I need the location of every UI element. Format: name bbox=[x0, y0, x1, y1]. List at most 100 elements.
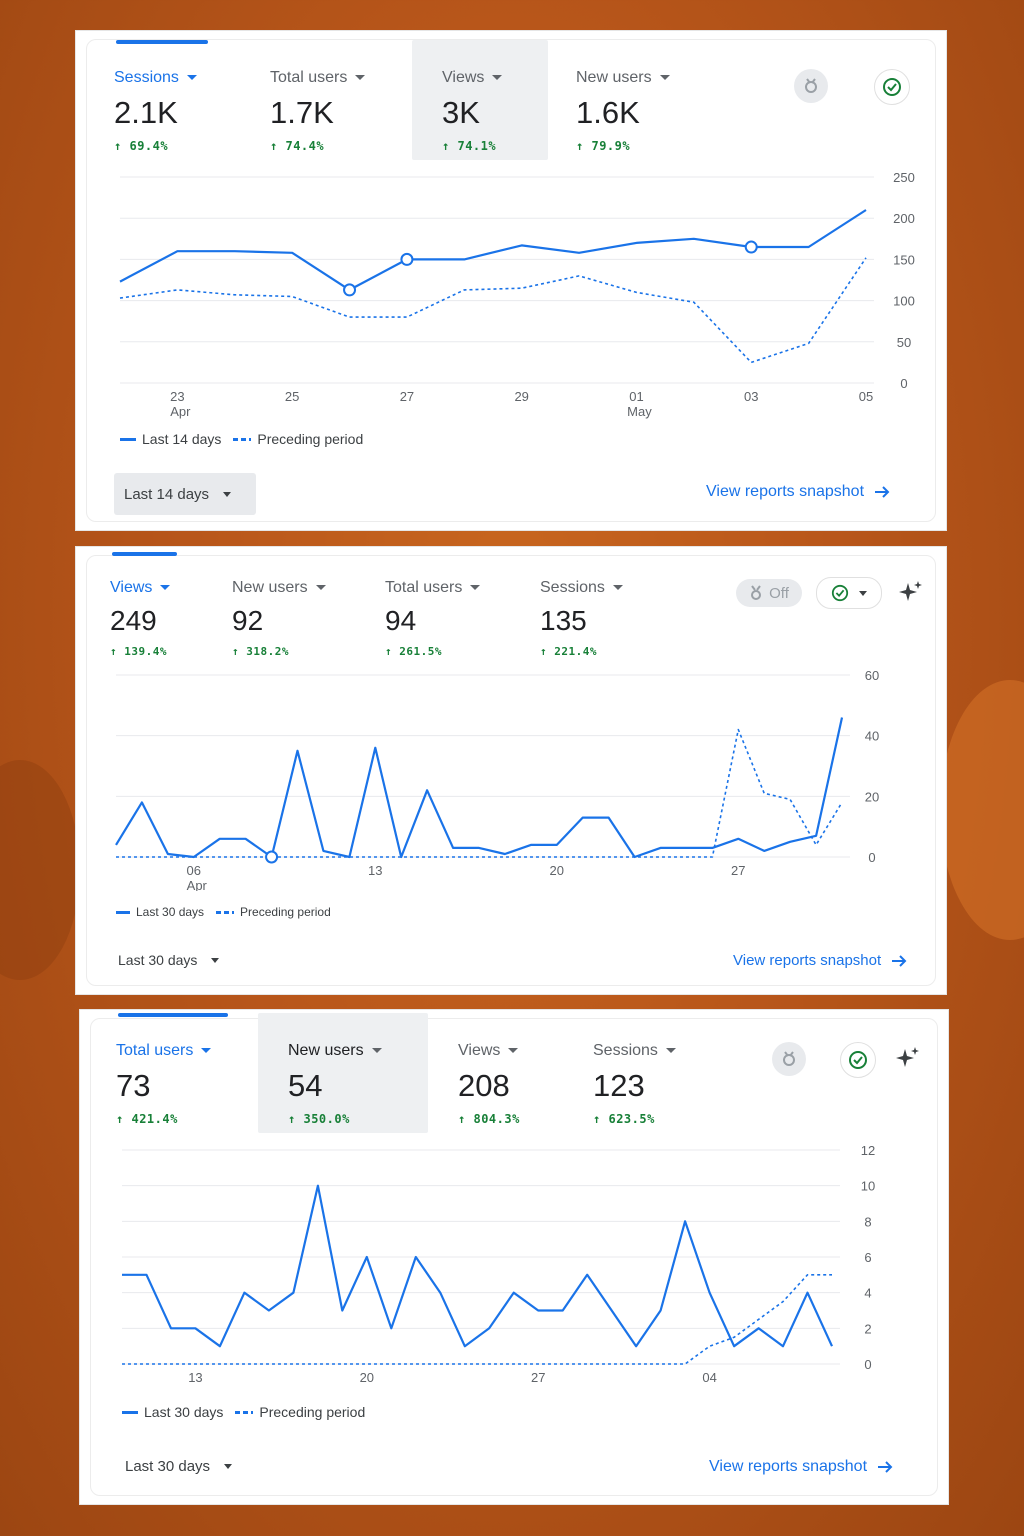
check-circle-icon bbox=[849, 1051, 867, 1069]
arrow-right-icon bbox=[875, 486, 890, 498]
metric-label: Views bbox=[458, 1042, 501, 1059]
view-reports-label: View reports snapshot bbox=[706, 483, 865, 500]
insights-badge-button[interactable] bbox=[794, 69, 828, 103]
view-reports-link[interactable]: View reports snapshot bbox=[733, 952, 907, 969]
legend-solid-swatch bbox=[116, 910, 130, 914]
metric-change: 623.5% bbox=[608, 1112, 655, 1126]
metric-sessions[interactable]: Sessions 2.1K ↑ 69.4% bbox=[114, 69, 197, 153]
metric-label: Views bbox=[442, 69, 485, 86]
view-reports-link[interactable]: View reports snapshot bbox=[706, 483, 890, 501]
date-range-dropdown[interactable]: Last 14 days bbox=[114, 473, 256, 515]
legend-previous: Preceding period bbox=[257, 431, 364, 447]
arrow-up-icon: ↑ bbox=[593, 1112, 601, 1126]
metric-change: 261.5% bbox=[399, 645, 442, 658]
caret-down-icon bbox=[223, 491, 232, 497]
metric-views[interactable]: Views 249 ↑ 139.4% bbox=[110, 579, 171, 658]
x-tick-label: 23 bbox=[170, 389, 184, 404]
date-range-label: Last 30 days bbox=[125, 1458, 211, 1475]
x-tick-label: 29 bbox=[514, 389, 528, 404]
arrow-up-icon: ↑ bbox=[270, 139, 278, 153]
y-tick-label: 100 bbox=[893, 294, 915, 309]
active-tab-indicator bbox=[112, 552, 177, 556]
x-tick-sublabel: May bbox=[627, 404, 652, 419]
x-tick-label: 03 bbox=[744, 389, 758, 404]
analytics-card-3: Total users 73 ↑ 421.4% New users 54 ↑ 3… bbox=[80, 1010, 948, 1504]
metric-value: 249 bbox=[110, 605, 157, 636]
y-tick-label: 0 bbox=[864, 1357, 871, 1372]
legend-previous: Preceding period bbox=[240, 905, 331, 919]
legend-dashed-swatch bbox=[216, 910, 235, 914]
metric-new-users[interactable]: New users 1.6K ↑ 79.9% bbox=[576, 69, 670, 153]
sparkle-icon bbox=[899, 581, 922, 601]
check-status-button[interactable] bbox=[874, 69, 910, 105]
metric-value: 3K bbox=[442, 95, 480, 130]
data-point-marker bbox=[744, 240, 758, 254]
y-tick-label: 8 bbox=[864, 1214, 871, 1229]
metric-change: 79.9% bbox=[591, 139, 631, 153]
metric-value: 54 bbox=[288, 1068, 323, 1103]
metric-new-users[interactable]: New users 92 ↑ 318.2% bbox=[232, 579, 326, 658]
metric-label: New users bbox=[288, 1042, 364, 1059]
x-tick-label: 25 bbox=[285, 389, 299, 404]
metric-views[interactable]: Views 3K ↑ 74.1% bbox=[442, 69, 503, 153]
metric-change: 74.4% bbox=[285, 139, 325, 153]
view-reports-label: View reports snapshot bbox=[733, 952, 882, 969]
metric-total-users[interactable]: Total users 1.7K ↑ 74.4% bbox=[270, 69, 366, 153]
series-line-preceding bbox=[122, 1274, 832, 1365]
metric-sessions[interactable]: Sessions 135 ↑ 221.4% bbox=[540, 579, 623, 658]
chart-legend: Last 14 days Preceding period bbox=[120, 431, 363, 447]
series-line-current bbox=[115, 717, 844, 859]
y-tick-label: 12 bbox=[861, 1143, 875, 1158]
view-reports-link[interactable]: View reports snapshot bbox=[709, 1458, 893, 1476]
check-circle-icon bbox=[883, 78, 901, 96]
y-tick-label: 150 bbox=[893, 252, 915, 267]
background-shape bbox=[940, 680, 1024, 940]
caret-down-icon bbox=[355, 75, 366, 81]
x-tick-sublabel: Apr bbox=[170, 404, 191, 419]
metric-total-users[interactable]: Total users 94 ↑ 261.5% bbox=[385, 579, 481, 658]
metric-new-users[interactable]: New users 54 ↑ 350.0% bbox=[288, 1042, 382, 1126]
caret-down-icon bbox=[665, 1048, 676, 1054]
metric-value: 135 bbox=[540, 605, 587, 636]
x-tick-sublabel: May bbox=[700, 1385, 725, 1386]
metric-total-users[interactable]: Total users 73 ↑ 421.4% bbox=[116, 1042, 212, 1126]
metric-views[interactable]: Views 208 ↑ 804.3% bbox=[458, 1042, 520, 1126]
sparkle-ai-button[interactable] bbox=[896, 577, 926, 607]
x-tick-label: 13 bbox=[368, 863, 382, 878]
metric-value: 73 bbox=[116, 1068, 151, 1103]
metric-value: 1.7K bbox=[270, 95, 334, 130]
chart-legend: Last 30 days Preceding period bbox=[116, 905, 331, 919]
check-circle-icon bbox=[831, 584, 849, 602]
arrow-up-icon: ↑ bbox=[385, 645, 393, 658]
line-chart-3: 0 2 4 6 8 10 12 13Apr 20 27 04May bbox=[122, 1143, 875, 1386]
analytics-card-1: Sessions 2.1K ↑ 69.4% Total users 1.7K ↑… bbox=[76, 31, 946, 530]
series-line-preceding bbox=[119, 257, 867, 364]
date-range-dropdown[interactable]: Last 30 days bbox=[118, 952, 220, 968]
caret-down-icon bbox=[470, 585, 481, 591]
insights-toggle[interactable]: Off bbox=[736, 579, 802, 607]
date-range-dropdown[interactable]: Last 30 days bbox=[125, 1458, 233, 1475]
arrow-up-icon: ↑ bbox=[116, 1112, 124, 1126]
caret-down-icon bbox=[659, 75, 670, 81]
caret-down-icon bbox=[201, 1048, 212, 1054]
arrow-up-icon: ↑ bbox=[442, 139, 450, 153]
check-status-button[interactable] bbox=[840, 1042, 876, 1078]
caret-down-icon bbox=[859, 590, 867, 596]
status-dropdown[interactable] bbox=[816, 577, 882, 609]
insights-badge-button[interactable] bbox=[772, 1042, 806, 1076]
data-point-marker bbox=[265, 850, 279, 864]
chart-legend: Last 30 days Preceding period bbox=[122, 1404, 365, 1420]
legend-dashed-swatch bbox=[235, 1410, 254, 1414]
x-tick-label: 27 bbox=[731, 863, 745, 878]
x-tick-label: 04 bbox=[702, 1370, 716, 1385]
y-tick-label: 2 bbox=[864, 1321, 871, 1336]
metric-label: Sessions bbox=[114, 69, 179, 86]
metric-sessions[interactable]: Sessions 123 ↑ 623.5% bbox=[593, 1042, 676, 1126]
sparkle-ai-button[interactable] bbox=[892, 1042, 924, 1074]
caret-down-icon bbox=[492, 75, 503, 81]
x-tick-label: 20 bbox=[360, 1370, 374, 1385]
legend-current: Last 30 days bbox=[136, 905, 205, 919]
y-tick-label: 250 bbox=[893, 170, 915, 185]
